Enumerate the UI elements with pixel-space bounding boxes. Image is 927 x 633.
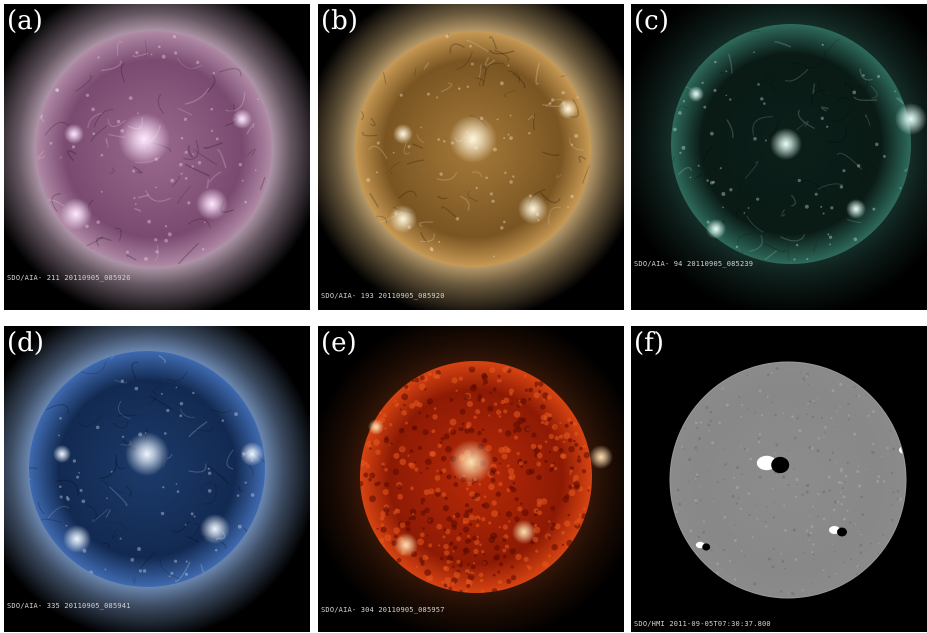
solar-limb (669, 361, 907, 599)
active-region-glow (53, 445, 71, 463)
active-region-glow (706, 219, 726, 239)
negative-polarity-spot (771, 456, 790, 474)
negative-polarity-spot (702, 543, 711, 551)
active-region-glow (393, 124, 413, 144)
active-region-glow (688, 86, 704, 102)
active-region-glow (64, 124, 84, 144)
active-region-glow (449, 115, 497, 163)
solar-image-panel-f: (f) SDO/HMI 2011-09-05T07:30:37.800 (631, 326, 927, 632)
solar-disk (670, 362, 906, 598)
active-region-glow (200, 514, 230, 544)
panel-label: (c) (634, 6, 669, 36)
active-region-glow (518, 194, 548, 224)
active-region-glow (60, 198, 92, 230)
active-region-glow (389, 205, 417, 233)
active-region-glow (589, 445, 613, 469)
panel-label: (f) (634, 328, 664, 358)
active-regions (695, 446, 917, 551)
active-region-glow (240, 442, 264, 466)
active-region-glow (512, 520, 536, 544)
disk-texture (671, 24, 911, 262)
active-regions (53, 432, 264, 553)
sun-image-aia-304 (318, 326, 624, 632)
image-caption: SDO/AIA- 94 20110905_085239 (634, 260, 754, 268)
active-region-glow (394, 533, 418, 557)
solar-image-panel-d: (d) SDO/AIA- 335 20110905_085941 (4, 326, 310, 632)
sun-image-aia-94 (631, 4, 927, 310)
active-region-glow (558, 99, 578, 119)
disk-texture (675, 366, 906, 596)
panel-label: (b) (321, 6, 358, 36)
active-region-glow (63, 525, 91, 553)
image-caption: SDO/AIA- 335 20110905_085941 (7, 602, 131, 610)
active-regions (60, 109, 252, 230)
panel-label: (a) (7, 6, 43, 36)
negative-polarity-spot (837, 527, 847, 537)
image-caption: SDO/AIA- 211 20110905_085926 (7, 274, 131, 282)
active-region-glow (368, 419, 384, 435)
active-regions (389, 99, 578, 233)
active-region-glow (770, 128, 802, 160)
image-caption: SDO/HMI 2011-09-05T07:30:37.800 (634, 620, 771, 628)
solar-image-panel-b: (b) SDO/AIA- 193 20110905_085920 (318, 4, 624, 310)
active-region-glow (125, 432, 169, 476)
active-region-glow (449, 440, 493, 484)
panel-label: (e) (321, 328, 357, 358)
active-regions (368, 419, 613, 557)
image-caption: SDO/AIA- 193 20110905_085920 (321, 292, 445, 300)
active-region-glow (895, 103, 927, 135)
positive-polarity-spot (899, 446, 906, 454)
solar-image-panel-e: (e) SDO/AIA- 304 20110905_085957 (318, 326, 624, 632)
active-regions (688, 86, 927, 239)
disk-texture (360, 365, 592, 593)
panel-label: (d) (7, 328, 44, 358)
sun-image-aia-193 (318, 4, 624, 310)
solar-image-panel-c: (c) SDO/AIA- 94 20110905_085239 (631, 4, 927, 310)
sun-magnetogram-hmi (669, 361, 917, 599)
sun-image-aia-335 (4, 326, 310, 632)
sun-image-aia-211 (4, 4, 310, 310)
active-region-glow (196, 188, 228, 220)
image-caption: SDO/AIA- 304 20110905_085957 (321, 606, 445, 614)
negative-polarity-spot (907, 448, 917, 457)
solar-image-panel-a: (a) SDO/AIA- 211 20110905_085926 (4, 4, 310, 310)
active-region-glow (846, 199, 866, 219)
active-region-glow (118, 113, 170, 165)
active-region-glow (232, 109, 252, 129)
